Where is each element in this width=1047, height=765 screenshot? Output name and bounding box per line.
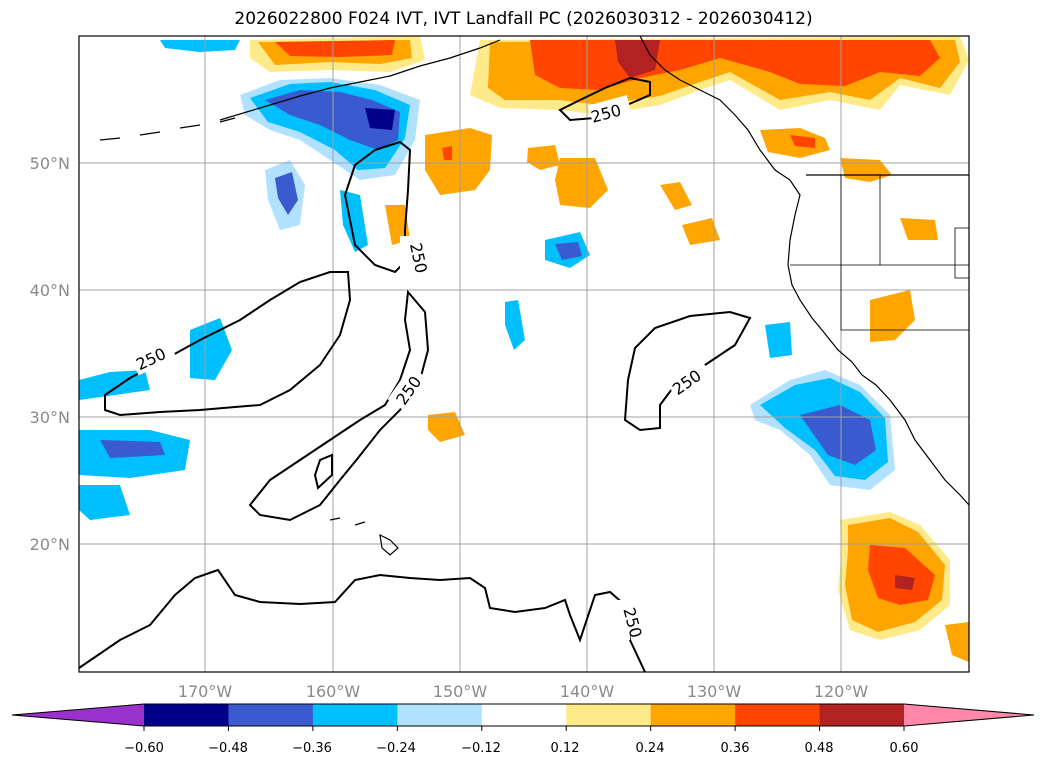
colorbar-tick-label-1: −0.60 bbox=[124, 741, 164, 756]
contour-aleutian bbox=[343, 140, 412, 274]
map-title: 2026022800 F024 IVT, IVT Landfall PC (20… bbox=[234, 9, 813, 29]
lat-label-20n: 20°N bbox=[30, 535, 70, 554]
negative-region-california-core bbox=[800, 405, 876, 465]
negative-blob-3-core bbox=[555, 242, 582, 260]
negative-blob-5 bbox=[765, 322, 792, 358]
negative-region-west-4 bbox=[190, 318, 232, 380]
lat-label-30n: 30°N bbox=[30, 408, 70, 427]
positive-region-aleutian-strong bbox=[275, 40, 395, 57]
colorbar-tick-label-7: 0.24 bbox=[636, 741, 665, 756]
colorbar-ticks bbox=[143, 726, 905, 731]
positive-region-nevada bbox=[870, 290, 915, 342]
contour-east-loop bbox=[623, 310, 752, 432]
graticule bbox=[79, 36, 969, 672]
colorbar-extend-max bbox=[904, 704, 1034, 726]
contour-central-loop-inner bbox=[313, 453, 333, 490]
map-frame bbox=[78, 35, 970, 673]
positive-region-bc-strong bbox=[790, 135, 815, 148]
contour-alaska bbox=[558, 76, 651, 122]
positive-region-washington bbox=[840, 158, 892, 182]
shaded-field-layer bbox=[79, 36, 969, 662]
colorbar-tick-label-10: 0.60 bbox=[890, 741, 919, 756]
positive-blob-2 bbox=[527, 145, 560, 170]
coastlines bbox=[99, 36, 969, 556]
north-american-coastline bbox=[639, 36, 969, 506]
positive-blob-3 bbox=[555, 158, 608, 208]
colorbar-tick-label-6: 0.12 bbox=[551, 741, 580, 756]
colorbar-swatch bbox=[735, 704, 821, 726]
colorbar-swatch bbox=[144, 704, 229, 726]
colorbar-swatches bbox=[11, 703, 1035, 727]
contour-south bbox=[79, 568, 646, 672]
lon-label-130w: 130°W bbox=[687, 682, 742, 701]
positive-blob-6 bbox=[385, 205, 410, 245]
lon-label-150w: 150°W bbox=[433, 682, 488, 701]
positive-region-south-max bbox=[895, 575, 915, 590]
lat-label-40n: 40°N bbox=[30, 281, 70, 300]
colorbar: −0.60 −0.48 −0.36 −0.24 −0.12 0.12 0.24 … bbox=[11, 703, 1035, 756]
positive-blob-8 bbox=[945, 622, 969, 662]
lon-label-170w: 170°W bbox=[178, 682, 233, 701]
positive-blob-4 bbox=[660, 182, 692, 210]
colorbar-tick-label-5: −0.12 bbox=[461, 741, 501, 756]
lon-label-160w: 160°W bbox=[306, 682, 361, 701]
lon-label-140w: 140°W bbox=[560, 682, 615, 701]
colorbar-swatch bbox=[819, 704, 905, 726]
negative-region-west-2-core bbox=[100, 440, 165, 458]
aleutian-islands bbox=[99, 117, 236, 141]
contour-west-loop bbox=[104, 271, 352, 417]
alaska-peninsula-coast bbox=[219, 39, 501, 121]
lon-label-120w: 120°W bbox=[814, 682, 869, 701]
negative-blob-1-core bbox=[275, 172, 298, 215]
colorbar-tick-label-2: −0.48 bbox=[208, 741, 248, 756]
colorbar-swatch bbox=[228, 704, 314, 726]
colorbar-swatch bbox=[397, 704, 483, 726]
negative-region-aleutian-west bbox=[160, 40, 240, 52]
colorbar-extend-min bbox=[12, 704, 144, 726]
negative-blob-4 bbox=[505, 300, 525, 350]
colorbar-swatch bbox=[481, 704, 567, 726]
state-borders bbox=[790, 175, 969, 331]
positive-region-south-strong bbox=[868, 545, 935, 605]
colorbar-swatch bbox=[566, 704, 652, 726]
colorbar-tick-label-4: −0.24 bbox=[376, 741, 416, 756]
positive-blob-1 bbox=[425, 128, 492, 195]
positive-blob-5 bbox=[682, 218, 720, 245]
lat-label-50n: 50°N bbox=[30, 154, 70, 173]
colorbar-swatch bbox=[650, 704, 736, 726]
negative-region-west-3 bbox=[79, 485, 130, 520]
colorbar-swatch bbox=[312, 704, 398, 726]
positive-region-oregon bbox=[900, 218, 938, 240]
negative-region-aleutian-max bbox=[365, 108, 395, 130]
positive-blob-1-core bbox=[442, 146, 452, 160]
hawaii-islands bbox=[329, 517, 399, 556]
contour-label-group: 250 250 250 250 250 250 bbox=[129, 95, 713, 640]
colorbar-tick-label-9: 0.48 bbox=[805, 741, 834, 756]
positive-region-alaska-max bbox=[615, 40, 660, 78]
colorbar-tick-label-8: 0.36 bbox=[721, 741, 750, 756]
positive-blob-7 bbox=[428, 412, 465, 442]
colorbar-tick-label-3: −0.36 bbox=[292, 741, 332, 756]
